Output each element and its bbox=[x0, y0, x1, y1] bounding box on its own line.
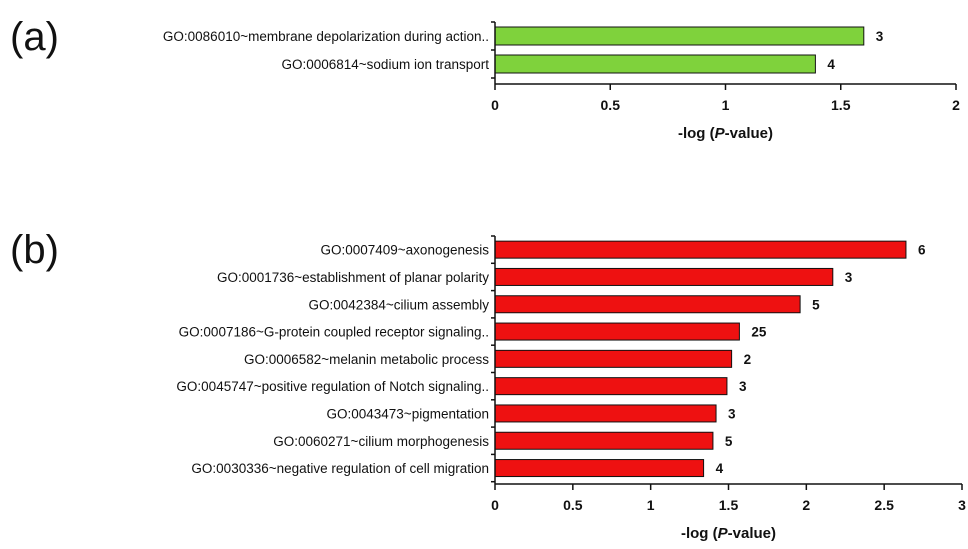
panel-b-bar bbox=[494, 295, 801, 314]
panel-b-data-label: 3 bbox=[739, 379, 747, 394]
panel-a-bar bbox=[494, 26, 865, 46]
panel-b-x-axis-label-italic: P bbox=[718, 525, 729, 542]
panel-b-x-tick-label: 0.5 bbox=[563, 497, 583, 513]
panel-a-bar bbox=[494, 54, 816, 74]
panel-a-category-label: GO:0086010~membrane depolarization durin… bbox=[163, 29, 489, 44]
panel-a-x-tick-label: 0 bbox=[491, 97, 499, 113]
panel-a-category-label: GO:0006814~sodium ion transport bbox=[281, 57, 489, 72]
panel-b-data-label: 3 bbox=[728, 406, 736, 421]
panel-b-bar bbox=[494, 404, 717, 423]
panel-b-x-tick-label: 3 bbox=[958, 497, 966, 513]
panel-b-bar bbox=[494, 459, 705, 478]
panel-b-category-label: GO:0043473~pigmentation bbox=[327, 406, 490, 421]
panel-a-x-axis-label-prefix: -log ( bbox=[678, 125, 715, 142]
panel-a-label: (a) bbox=[10, 15, 59, 59]
panel-b-data-label: 3 bbox=[845, 270, 853, 285]
panel-b-category-label: GO:0001736~establishment of planar polar… bbox=[217, 270, 489, 285]
panel-b-x-tick-label: 2.5 bbox=[874, 497, 894, 513]
panel-b-data-label: 2 bbox=[744, 352, 752, 367]
panel-b-bar bbox=[494, 349, 733, 368]
panel-b-bar bbox=[494, 322, 740, 341]
panel-a-x-tick-label: 1.5 bbox=[831, 97, 851, 113]
panel-b-x-tick-label: 1 bbox=[647, 497, 655, 513]
panel-b-bar bbox=[494, 267, 834, 286]
panel-b-bar bbox=[494, 377, 728, 396]
panel-b-category-label: GO:0045747~positive regulation of Notch … bbox=[176, 379, 489, 394]
panel-a-data-label: 3 bbox=[876, 29, 884, 44]
panel-b-category-label: GO:0042384~cilium assembly bbox=[309, 297, 490, 312]
panel-b-data-label: 25 bbox=[751, 325, 767, 340]
panel-b-category-label: GO:0060271~cilium morphogenesis bbox=[273, 434, 489, 449]
panel-b-category-label: GO:0007409~axonogenesis bbox=[320, 243, 489, 258]
panel-b-category-label: GO:0006582~melanin metabolic process bbox=[244, 352, 489, 367]
panel-b-data-label: 5 bbox=[812, 297, 820, 312]
panel-b-data-label: 6 bbox=[918, 243, 926, 258]
panel-a-x-tick-label: 1 bbox=[722, 97, 730, 113]
panel-b-label: (b) bbox=[10, 228, 59, 272]
panel-b-data-label: 5 bbox=[725, 434, 733, 449]
panel-b-data-label: 4 bbox=[716, 461, 724, 476]
panel-b-x-axis-label-suffix: -value) bbox=[728, 525, 776, 542]
panel-b-x-tick-label: 0 bbox=[491, 497, 499, 513]
panel-a-x-axis-label-suffix: -value) bbox=[725, 125, 773, 142]
panel-a-x-tick-label: 2 bbox=[952, 97, 960, 113]
panel-b-x-axis-label: -log (P-value) bbox=[681, 525, 776, 542]
panel-b-category-label: GO:0007186~G-protein coupled receptor si… bbox=[179, 325, 489, 340]
panel-a-x-axis-label: -log (P-value) bbox=[678, 125, 773, 142]
panel-b-bar bbox=[494, 431, 714, 450]
panel-b-bar bbox=[494, 240, 907, 259]
panel-b-x-tick-label: 1.5 bbox=[719, 497, 739, 513]
panel-b-category-label: GO:0030336~negative regulation of cell m… bbox=[191, 461, 489, 476]
panel-a-x-axis-label-italic: P bbox=[715, 125, 726, 142]
panel-a-x-tick-label: 0.5 bbox=[601, 97, 621, 113]
panel-b-x-tick-label: 2 bbox=[802, 497, 810, 513]
panel-b-x-axis-label-prefix: -log ( bbox=[681, 525, 718, 542]
panel-a-data-label: 4 bbox=[827, 57, 835, 72]
